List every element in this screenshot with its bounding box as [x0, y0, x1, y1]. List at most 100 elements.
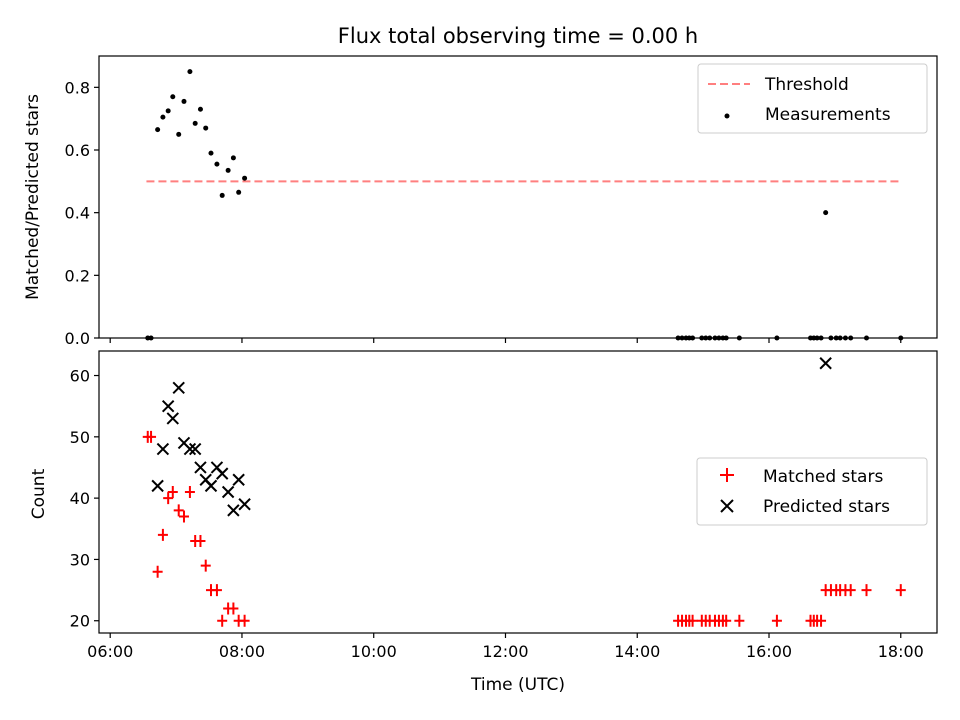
measurements-point — [230, 155, 236, 161]
ratio-y-tick-label: 0.0 — [65, 329, 90, 348]
matched-stars-point — [239, 614, 250, 627]
predicted-stars-point — [151, 479, 164, 493]
measurements-point — [828, 335, 834, 341]
ratio-y-axis-label: Matched/Predicted stars — [23, 94, 43, 300]
predicted-stars-point — [204, 479, 218, 493]
measurements-point — [242, 175, 248, 181]
measurements-point — [236, 189, 242, 195]
measurements-point — [192, 120, 198, 126]
measurements-point — [774, 335, 780, 341]
measurements-point — [833, 335, 839, 341]
ratio-panel-frame — [98, 55, 938, 339]
matched-stars-point — [195, 535, 206, 548]
matched-stars-point — [178, 510, 189, 523]
matched-stars-point — [734, 614, 745, 627]
matched-stars-point — [146, 430, 157, 443]
ratio-y-ticks: 0.0 0.2 0.4 0.6 0.8 — [65, 78, 99, 348]
matched-stars-point — [721, 614, 732, 627]
measurements-point — [208, 150, 214, 156]
count-y-tick-label: 40 — [70, 489, 90, 508]
measurements-legend-label: Measurements — [765, 105, 891, 125]
matched-stars-point — [861, 584, 872, 597]
predicted-stars-point — [194, 461, 207, 474]
predicted-stars-point — [227, 504, 240, 517]
measurements-point — [823, 210, 829, 216]
predicted-stars-point — [819, 357, 832, 370]
ratio-legend-box — [697, 63, 928, 134]
ratio-y-tick-label: 0.4 — [65, 204, 90, 223]
measurements-point — [898, 335, 904, 341]
measurements-legend-marker — [724, 113, 730, 119]
matched-stars-point — [157, 528, 168, 541]
measurements-point — [176, 131, 182, 137]
matched-stars-point — [895, 584, 906, 597]
matched-stars-point — [217, 614, 228, 627]
measurements-point — [187, 69, 193, 75]
ratio-marks — [145, 69, 904, 341]
ratio-y-tick-label: 0.2 — [65, 266, 90, 285]
matched-legend-marker — [720, 468, 734, 482]
matched-stars-point — [687, 614, 698, 627]
predicted-stars-point — [172, 381, 185, 394]
measurements-point — [699, 335, 705, 341]
measurements-point — [690, 335, 696, 341]
measurements-point — [864, 335, 870, 341]
matched-stars-point — [163, 492, 174, 505]
count-panel-frame — [98, 350, 938, 634]
measurements-point — [225, 167, 231, 173]
x-tick-label: 10:00 — [351, 642, 397, 661]
ratio-panel: Matched/Predicted stars 0.00.20.40.60.8 … — [23, 55, 938, 348]
predicted-stars-point — [232, 473, 245, 486]
predicted-stars-point — [221, 485, 235, 499]
predicted-stars-point — [161, 399, 175, 413]
x-tick-label: 14:00 — [614, 642, 660, 661]
matched-stars-point — [211, 584, 222, 597]
predicted-legend-marker — [720, 499, 734, 513]
predicted-stars-point — [166, 412, 179, 425]
predicted-stars-point — [183, 442, 197, 456]
predicted-stars-point — [238, 498, 251, 511]
measurements-point — [736, 335, 742, 341]
count-legend: Matched stars Predicted stars — [696, 457, 928, 526]
measurements-point — [842, 335, 848, 341]
measurements-point — [848, 335, 854, 341]
predicted-stars-point — [156, 442, 170, 456]
x-tick-label: 08:00 — [219, 642, 265, 661]
ratio-y-tick-label: 0.8 — [65, 78, 90, 97]
measurements-point — [155, 127, 161, 133]
measurements-point — [219, 192, 225, 198]
x-tick-label: 18:00 — [878, 642, 924, 661]
measurements-point — [148, 335, 154, 341]
matched-stars-point — [200, 559, 211, 572]
count-marks — [142, 357, 906, 627]
x-tick-label: 06:00 — [87, 642, 133, 661]
ratio-x-ticks — [109, 338, 902, 343]
predicted-legend-label: Predicted stars — [763, 497, 890, 517]
count-legend-box — [696, 457, 928, 526]
measurements-point — [716, 335, 722, 341]
x-axis-label: Time (UTC) — [470, 675, 565, 695]
x-tick-label: 16:00 — [746, 642, 792, 661]
measurements-point — [160, 114, 166, 120]
count-y-tick-label: 20 — [70, 612, 90, 631]
count-panel: Count 20 30 40 50 60 06:00 08:00 10:00 12:00 14:… — [29, 350, 938, 661]
measurements-point — [203, 125, 209, 131]
count-y-tick-label: 60 — [70, 367, 90, 386]
measurements-point — [707, 335, 713, 341]
matched-stars-point — [184, 486, 195, 498]
threshold-legend-label: Threshold — [764, 75, 849, 95]
matched-stars-point — [771, 614, 782, 627]
x-tick-label: 12:00 — [482, 642, 528, 661]
measurements-point — [712, 335, 718, 341]
ratio-legend: Threshold Measurements — [697, 63, 928, 134]
measurements-point — [181, 98, 187, 104]
measurements-point — [818, 335, 824, 341]
count-y-tick-label: 50 — [70, 428, 90, 447]
matched-stars-point — [228, 602, 239, 615]
matched-stars-point — [167, 486, 178, 498]
matched-legend-label: Matched stars — [763, 467, 883, 487]
predicted-stars-point — [215, 467, 229, 480]
ratio-y-tick-label: 0.6 — [65, 141, 90, 160]
count-x-ticks: 06:00 08:00 10:00 12:00 14:00 16:00 18:00 — [87, 633, 924, 661]
